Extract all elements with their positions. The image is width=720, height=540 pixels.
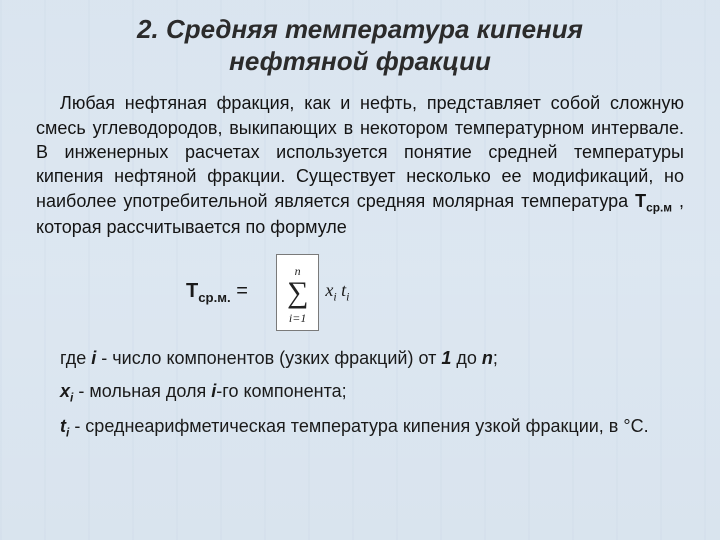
title-line1: 2. Средняя температура кипения	[137, 14, 583, 44]
def-1: где i - число компонентов (узких фракций…	[36, 345, 684, 372]
def-2: xi - мольная доля i-го компонента;	[36, 378, 684, 407]
def1-mid2: до	[451, 348, 482, 368]
sum-t: t	[337, 280, 347, 300]
sum-lower: i=1	[289, 311, 306, 325]
para-var-sub: ср.м	[646, 200, 672, 214]
def2-mid1: - мольная доля	[73, 381, 211, 401]
summation-icon: n ∑ i=1	[276, 254, 319, 331]
def1-pre: где	[60, 348, 91, 368]
sum-term: xi ti	[325, 280, 349, 305]
sum-ti: i	[346, 289, 349, 303]
formula-lhs-sub: ср.м.	[198, 290, 230, 305]
slide: 2. Средняя температура кипения нефтяной …	[0, 0, 720, 540]
formula: Тср.м. = n ∑ i=1 xi ti	[186, 254, 684, 331]
formula-eq: =	[231, 280, 248, 302]
slide-title: 2. Средняя температура кипения нефтяной …	[36, 14, 684, 77]
def3-rest: - среднеарифметическая температура кипен…	[69, 416, 648, 436]
def1-one: 1	[441, 348, 451, 368]
para-lead: Любая нефтяная фракция, как и нефть, пре…	[36, 93, 684, 210]
def2-x: x	[60, 381, 70, 401]
def1-n: n	[482, 348, 493, 368]
formula-lhs: Тср.м. =	[186, 280, 248, 305]
formula-lhs-main: Т	[186, 280, 198, 302]
def1-tail: ;	[493, 348, 498, 368]
def-3: ti - среднеарифметическая температура ки…	[36, 413, 684, 442]
body-paragraph: Любая нефтяная фракция, как и нефть, пре…	[36, 91, 684, 239]
sum-body: ∑	[287, 279, 308, 306]
definitions: где i - число компонентов (узких фракций…	[36, 345, 684, 443]
def1-mid: - число компонентов (узких фракций) от	[96, 348, 441, 368]
def2-tail: -го компонента;	[216, 381, 346, 401]
sigma-icon: ∑	[287, 279, 308, 306]
para-var: Т	[635, 191, 646, 211]
title-line2: нефтяной фракции	[229, 46, 491, 76]
